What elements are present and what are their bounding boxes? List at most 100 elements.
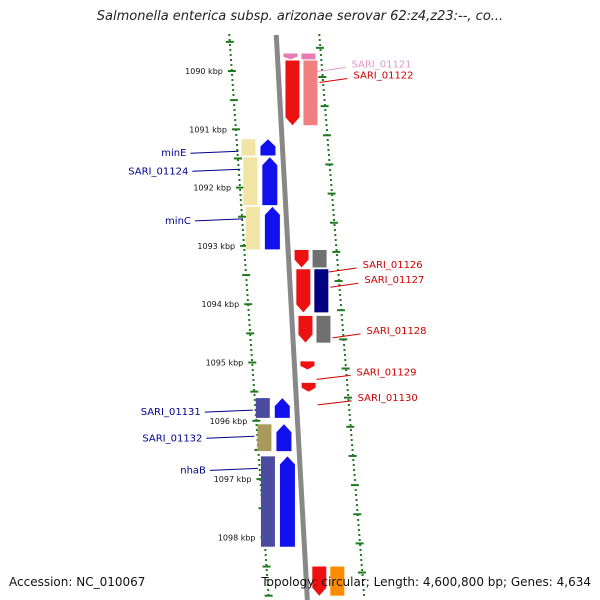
track-dot — [349, 429, 352, 431]
track-dot — [339, 299, 342, 301]
genome-summary-text: Topology: circular; Length: 4,600,800 bp… — [261, 575, 591, 589]
track-dot — [248, 324, 251, 326]
gene-SARI_01121[interactable] — [283, 53, 316, 60]
track-dot — [331, 204, 334, 206]
gene-label-minC[interactable]: minC — [165, 216, 191, 227]
gene-annotation-bar — [241, 139, 256, 156]
track-dot — [250, 354, 253, 356]
track-dot — [344, 359, 347, 361]
gene-minC[interactable] — [245, 206, 280, 250]
track-dot — [347, 399, 350, 401]
gene-arrow[interactable] — [262, 157, 278, 206]
track-dot — [359, 549, 362, 551]
gene-arrow[interactable] — [294, 249, 309, 268]
gene-annotation-bar — [245, 206, 260, 250]
gene-label-SARI_01130[interactable]: SARI_01130 — [358, 393, 418, 404]
scale-labels-layer: 1090 kbp 1091 kbp 1092 kbp 1093 kbp 1094 kbp… — [185, 67, 255, 542]
track-dot — [359, 544, 362, 546]
track-dot — [259, 474, 262, 476]
track-dot — [249, 344, 252, 346]
track-dot — [233, 109, 236, 111]
track-dot — [340, 314, 343, 316]
gene-arrow[interactable] — [276, 424, 292, 452]
track-dot — [339, 294, 342, 296]
gene-arrow[interactable] — [312, 566, 327, 596]
gene-label-SARI_01131[interactable]: SARI_01131 — [141, 407, 201, 418]
track-dot — [331, 194, 334, 196]
track-dot — [337, 274, 340, 276]
gene-SARI_01130[interactable] — [301, 382, 316, 392]
gene-arrow[interactable] — [301, 382, 316, 392]
track-dot — [327, 144, 330, 146]
track-dot — [230, 59, 233, 61]
gene-annotation-bar — [243, 157, 258, 206]
gene-SARI_01129[interactable] — [300, 361, 315, 370]
label-leader — [194, 218, 243, 222]
gene-label-SARI_01126[interactable]: SARI_01126 — [363, 260, 423, 271]
track-dot — [341, 324, 344, 326]
accession-text: Accession: NC_010067 — [9, 575, 146, 589]
gene-label-SARI_01121[interactable]: SARI_01121 — [351, 60, 411, 71]
gene-SARI_01132[interactable] — [257, 424, 292, 452]
track-dot — [344, 364, 347, 366]
gene-arrow[interactable] — [285, 60, 300, 126]
track-dot — [322, 84, 325, 86]
gene-arrow[interactable] — [274, 398, 290, 418]
track-dot — [357, 529, 360, 531]
track-dot — [251, 369, 254, 371]
gene-label-nhaB[interactable]: nhaB — [180, 465, 206, 476]
track-dot — [346, 389, 349, 391]
map-title: Salmonella enterica subsp. arizonae sero… — [96, 9, 504, 24]
gene-arrow[interactable] — [298, 315, 313, 343]
track-dot — [248, 319, 251, 321]
track-dot — [342, 334, 345, 336]
track-dot — [357, 524, 360, 526]
track-dot — [332, 209, 335, 211]
gene-arrow[interactable] — [300, 361, 315, 370]
track-dot — [324, 109, 327, 111]
track-dot — [360, 564, 363, 566]
gene-nhaB[interactable] — [260, 456, 295, 547]
track-dot — [345, 374, 348, 376]
track-dot — [348, 414, 351, 416]
gene-label-SARI_01128[interactable]: SARI_01128 — [366, 326, 426, 337]
track-dot — [251, 359, 254, 361]
gene-arrow[interactable] — [296, 269, 311, 313]
gene-annotation-bar — [316, 315, 331, 343]
gene-SARI_01124[interactable] — [243, 157, 278, 206]
gene-arrow[interactable] — [283, 53, 298, 60]
gene-label-SARI_01124[interactable]: SARI_01124 — [128, 166, 188, 177]
gene-SARI_01131[interactable] — [255, 398, 290, 418]
gene-label-SARI_01129[interactable]: SARI_01129 — [356, 367, 416, 378]
gene-arrow[interactable] — [260, 139, 276, 156]
gene-arrow[interactable] — [264, 206, 280, 250]
track-dot — [252, 379, 255, 381]
gene-minE[interactable] — [241, 139, 276, 156]
track-dot — [325, 119, 328, 121]
track-dot — [322, 89, 325, 91]
gene-label-SARI_01127[interactable]: SARI_01127 — [364, 275, 424, 286]
gene-SARI_01126[interactable] — [294, 249, 327, 268]
right-tick-track — [315, 34, 366, 596]
track-dot — [352, 464, 355, 466]
track-dot — [267, 589, 270, 591]
track-dot — [319, 44, 322, 46]
gene-SARI_01122[interactable] — [285, 60, 318, 126]
track-dot — [321, 74, 324, 76]
gene-SARI_01127[interactable] — [296, 269, 329, 313]
feature-group[interactable] — [312, 566, 345, 596]
gene-label-minE[interactable]: minE — [161, 148, 186, 159]
track-dot — [362, 584, 365, 586]
track-dot — [253, 399, 256, 401]
track-dot — [350, 439, 353, 441]
gene-label-SARI_01132[interactable]: SARI_01132 — [142, 433, 202, 444]
gene-SARI_01128[interactable] — [298, 315, 331, 343]
track-dot — [238, 179, 241, 181]
track-dot — [326, 139, 329, 141]
track-dot — [336, 259, 339, 261]
gene-label-SARI_01122[interactable]: SARI_01122 — [353, 71, 413, 82]
gene-arrow[interactable] — [279, 456, 295, 547]
track-dot — [329, 179, 332, 181]
